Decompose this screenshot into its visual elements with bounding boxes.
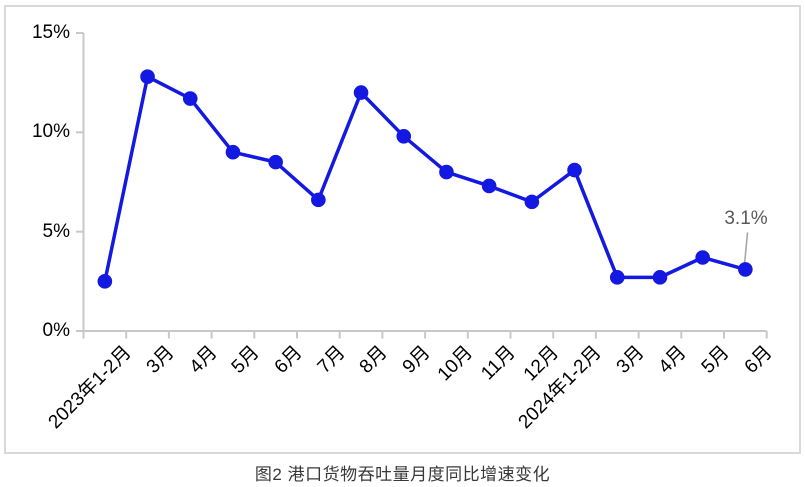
- y-axis-tick-label: 15%: [31, 22, 70, 43]
- last-point-data-label: 3.1%: [724, 208, 768, 229]
- annotation-leader-line: [743, 232, 749, 264]
- data-point: [652, 270, 668, 285]
- y-axis-tick-label: 5%: [42, 220, 70, 242]
- data-point: [481, 178, 497, 194]
- data-point: [140, 69, 155, 85]
- data-point: [439, 164, 454, 180]
- data-point: [738, 262, 753, 277]
- data-line: [103, 74, 748, 284]
- data-point: [225, 144, 241, 160]
- data-point: [182, 91, 198, 106]
- axis-line: [82, 33, 767, 332]
- data-point: [609, 270, 625, 285]
- data-point: [524, 194, 540, 210]
- chart-frame: [4, 5, 801, 454]
- data-point: [396, 129, 412, 144]
- data-point: [268, 154, 283, 170]
- y-axis-tick-label: 0%: [42, 320, 70, 341]
- data-point: [97, 274, 113, 289]
- data-point: [567, 162, 582, 178]
- data-point: [695, 250, 710, 265]
- data-point: [353, 85, 369, 100]
- chart-title: 图2 港口货物吞吐量月度同比增速变化: [254, 465, 551, 484]
- data-point: [311, 192, 326, 208]
- y-axis-tick-label: 10%: [31, 121, 70, 143]
